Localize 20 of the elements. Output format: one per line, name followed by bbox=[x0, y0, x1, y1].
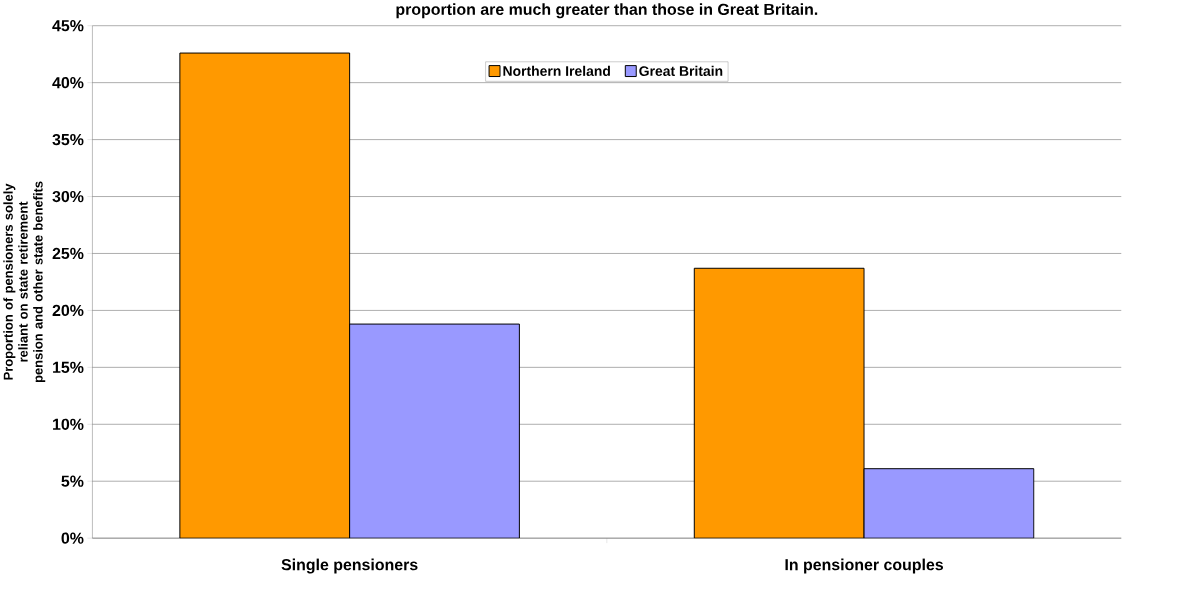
y-tick-label: 25% bbox=[52, 247, 84, 259]
y-tick-label: 40% bbox=[52, 76, 84, 89]
bar bbox=[179, 52, 351, 539]
bar bbox=[863, 468, 1035, 539]
x-tick-label: Single pensioners bbox=[281, 558, 418, 574]
y-tick-label: 35% bbox=[52, 133, 84, 146]
y-tick-label: 10% bbox=[53, 418, 84, 430]
bar bbox=[349, 323, 520, 539]
y-axis-title: Proportion of pensioners solely reliant on state retirement pension and other state benefits bbox=[3, 181, 46, 382]
y-tick-label: 45% bbox=[52, 19, 84, 32]
y-tick-label: 0% bbox=[61, 532, 84, 544]
chart-title: proportion are much greater than those in Great Britain. bbox=[396, 3, 818, 19]
legend-label: Great Britain bbox=[639, 65, 723, 76]
y-tick-label: 30% bbox=[52, 190, 84, 203]
bar bbox=[693, 267, 865, 539]
legend-label: Northern Ireland bbox=[503, 65, 610, 76]
x-tick-label: In pensioner couples bbox=[785, 558, 944, 574]
y-tick-label: 15% bbox=[53, 361, 84, 373]
y-tick-label: 5% bbox=[61, 475, 84, 487]
y-tick-label: 20% bbox=[52, 304, 84, 316]
